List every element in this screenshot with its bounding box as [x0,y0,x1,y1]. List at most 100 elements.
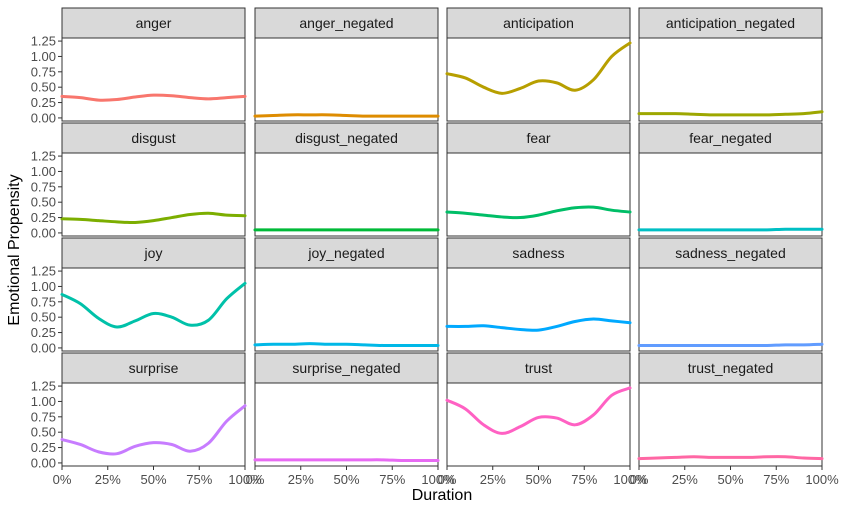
y-tick-label: 0.50 [31,80,56,95]
strip-label: joy [144,245,163,261]
series-line-surprise [60,404,247,456]
y-tick-label: 0.75 [31,409,56,424]
x-tick-label: 0% [630,472,649,487]
strip-label: anger [136,15,172,31]
plot-panel [254,267,439,352]
y-tick-label: 1.25 [31,264,56,279]
plot-panel [446,152,631,237]
y-tick-label: 0.50 [31,195,56,210]
panels-layer: anger anger_negated anticipation anticipati… [60,7,824,467]
x-tick-label: 0% [53,472,72,487]
series-line-sadness [445,317,632,332]
panel-joy-negated: joy_negated [253,237,440,352]
strip-label: trust_negated [688,360,774,376]
plot-panel [254,152,439,237]
x-tick-label: 25% [288,472,314,487]
plot-panel [254,37,439,122]
panel-anger: anger [60,7,247,122]
y-tick-label: 0.75 [31,64,56,79]
strip-background [446,352,631,384]
y-tick-label: 1.25 [31,379,56,394]
panel-trust: trust [445,352,632,467]
series-line-anger [60,93,247,102]
panel-surprise-negated: surprise_negated [253,352,440,467]
plot-panel [446,37,631,122]
series-line-fear [445,205,632,220]
plot-panel [61,37,246,122]
strip-background [638,237,823,269]
series-line-fear-negated [637,227,824,232]
x-tick-label: 25% [672,472,698,487]
series-line-anger-negated [253,113,440,118]
plot-panel [446,382,631,467]
y-tick-label: 0.25 [31,210,56,225]
plot-panel [638,267,823,352]
y-tick-label: 0.00 [31,110,56,125]
x-tick-label: 50% [717,472,743,487]
plot-panel [61,382,246,467]
plot-panel [254,382,439,467]
y-tick-label: 1.00 [31,394,56,409]
strip-label: sadness_negated [675,245,786,261]
plot-panel [638,152,823,237]
plot-panel [446,267,631,352]
strip-background [254,352,439,384]
strip-label: fear_negated [689,130,772,146]
plot-panel [61,267,246,352]
strip-label: joy_negated [307,245,384,261]
plot-panel [638,37,823,122]
strip-label: disgust_negated [295,130,398,146]
panel-joy: joy [60,237,247,352]
y-tick-label: 0.25 [31,95,56,110]
x-tick-label: 75% [186,472,212,487]
y-tick-label: 0.00 [31,340,56,355]
panel-surprise: surprise [60,352,247,467]
x-tick-label: 25% [95,472,121,487]
x-tick-label: 75% [379,472,405,487]
x-tick-label: 100% [421,472,455,487]
series-line-surprise-negated [253,458,440,463]
series-line-anticipation-negated [637,110,824,117]
y-tick-label: 1.25 [31,149,56,164]
strip-background [254,122,439,154]
x-axis-title: Duration [412,487,472,504]
panel-fear-negated: fear_negated [637,122,824,237]
y-tick-label: 0.25 [31,325,56,340]
panel-fear: fear [445,122,632,237]
y-axes-layer: 0.000.250.500.751.001.250.000.250.500.75… [31,34,62,470]
series-line-joy-negated [253,342,440,348]
y-tick-label: 0.50 [31,310,56,325]
panel-sadness: sadness [445,237,632,352]
y-axis-title: Emotional Propensity [6,174,23,325]
strip-label: disgust [131,130,175,146]
panel-sadness-negated: sadness_negated [637,237,824,352]
strip-background [446,237,631,269]
strip-background [638,7,823,39]
y-tick-label: 0.75 [31,294,56,309]
x-tick-label: 25% [480,472,506,487]
x-tick-label: 75% [763,472,789,487]
strip-label: trust [525,360,552,376]
strip-background [638,122,823,154]
plot-panel [61,152,246,237]
strip-label: surprise_negated [292,360,400,376]
panel-anger-negated: anger_negated [253,7,440,122]
x-tick-label: 50% [525,472,551,487]
panel-anticipation-negated: anticipation_negated [637,7,824,122]
panel-disgust: disgust [60,122,247,237]
y-tick-label: 1.00 [31,279,56,294]
panel-disgust-negated: disgust_negated [253,122,440,237]
x-tick-label: 100% [228,472,262,487]
series-line-sadness-negated [637,342,824,348]
panel-anticipation: anticipation [445,7,632,122]
panel-trust-negated: trust_negated [637,352,824,467]
x-tick-label: 0% [246,472,265,487]
y-tick-label: 1.00 [31,164,56,179]
strip-label: sadness [512,245,564,261]
series-line-trust [445,386,632,435]
series-line-anticipation [445,41,632,95]
plot-panel [638,382,823,467]
strip-background [61,7,246,39]
y-tick-label: 0.25 [31,440,56,455]
